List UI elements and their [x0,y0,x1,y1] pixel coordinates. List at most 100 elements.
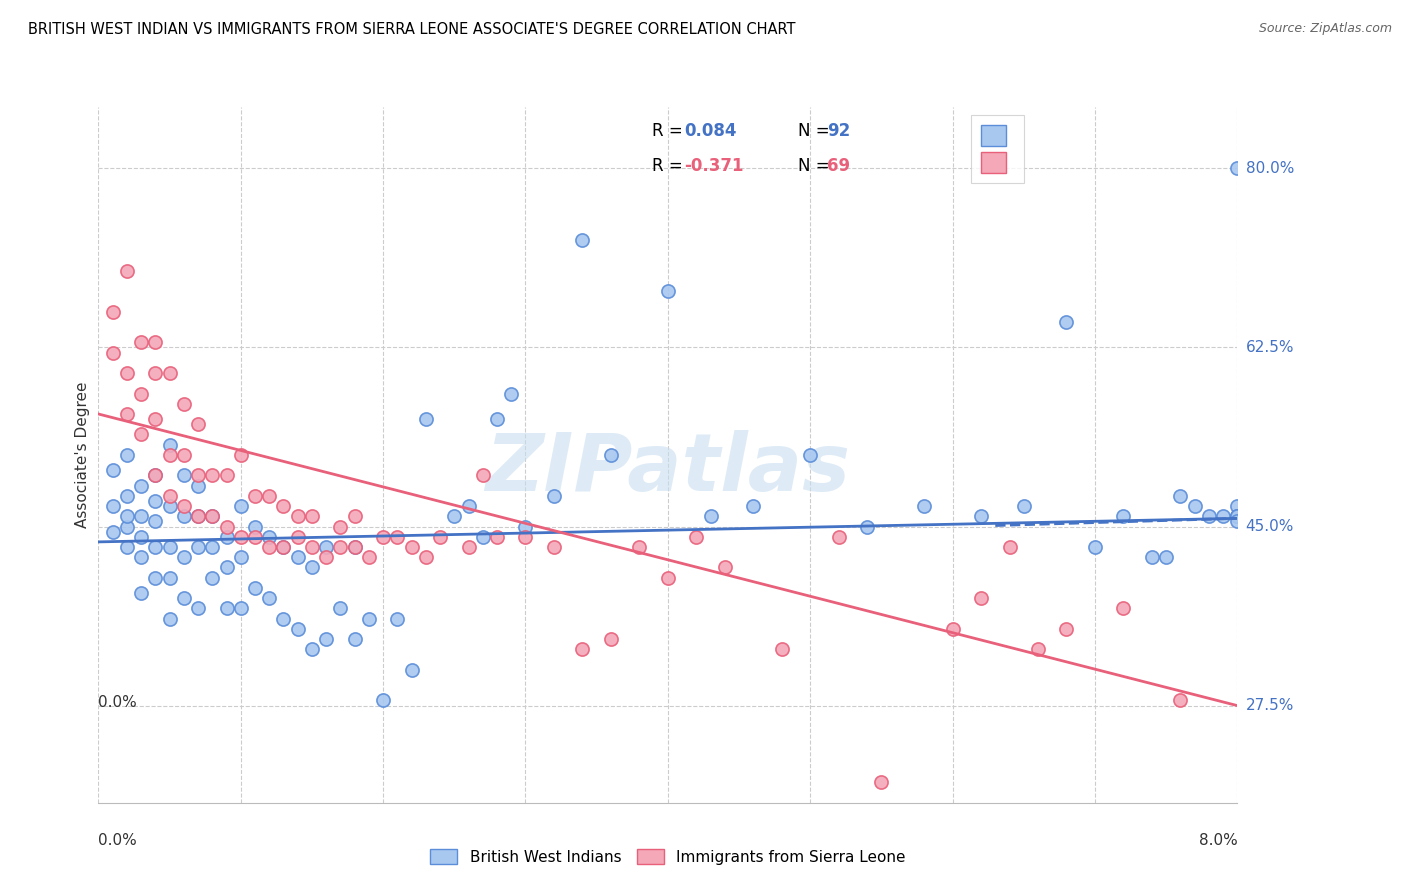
Point [571,233,593,247]
Point [145,571,167,585]
Text: Source: ZipAtlas.com: Source: ZipAtlas.com [1258,22,1392,36]
Point [259,591,281,606]
Point [315,540,337,554]
Point [1198,509,1220,524]
Point [201,468,224,483]
Point [187,468,209,483]
Point [343,632,366,646]
Point [685,530,707,544]
Point [600,448,623,462]
Point [145,468,167,483]
Point [273,540,295,554]
Point [115,540,138,554]
Point [799,448,821,462]
Text: BRITISH WEST INDIAN VS IMMIGRANTS FROM SIERRA LEONE ASSOCIATE'S DEGREE CORRELATI: BRITISH WEST INDIAN VS IMMIGRANTS FROM S… [28,22,796,37]
Point [387,530,409,544]
Point [287,509,309,524]
Point [970,591,993,606]
Point [970,509,993,524]
Point [543,540,565,554]
Point [129,586,152,600]
Point [201,571,224,585]
Point [187,601,209,615]
Point [101,524,124,539]
Point [1170,693,1192,707]
Point [471,468,494,483]
Point [1212,509,1234,524]
Point [145,412,167,426]
Text: 80.0%: 80.0% [1246,161,1294,176]
Point [259,489,281,503]
Point [243,489,266,503]
Text: 92: 92 [827,122,851,140]
Point [912,499,935,513]
Point [301,642,323,657]
Point [742,499,765,513]
Point [273,612,295,626]
Text: N =: N = [797,122,835,140]
Text: R =: R = [652,157,688,175]
Point [543,489,565,503]
Point [129,509,152,524]
Point [515,519,537,533]
Text: 27.5%: 27.5% [1246,698,1294,713]
Point [129,530,152,544]
Text: 62.5%: 62.5% [1246,340,1294,355]
Point [159,612,181,626]
Point [657,284,679,298]
Point [229,550,252,565]
Point [1026,642,1049,657]
Point [457,540,479,554]
Point [129,478,152,492]
Point [1226,161,1249,176]
Point [357,550,380,565]
Point [357,612,380,626]
Text: 0.0%: 0.0% [98,833,138,848]
Point [329,601,352,615]
Point [187,478,209,492]
Point [101,499,124,513]
Point [259,530,281,544]
Point [229,448,252,462]
Point [159,366,181,380]
Point [259,540,281,554]
Point [301,509,323,524]
Point [187,509,209,524]
Text: 0.084: 0.084 [683,122,737,140]
Point [471,530,494,544]
Point [1226,509,1249,524]
Point [129,550,152,565]
Point [115,489,138,503]
Legend: British West Indians, Immigrants from Sierra Leone: British West Indians, Immigrants from Si… [430,849,905,864]
Point [215,519,238,533]
Point [145,540,167,554]
Point [415,550,437,565]
Point [998,540,1021,554]
Point [343,540,366,554]
Point [515,530,537,544]
Point [215,468,238,483]
Point [145,335,167,350]
Point [129,427,152,442]
Point [229,530,252,544]
Point [159,438,181,452]
Point [571,642,593,657]
Point [173,509,195,524]
Point [1112,509,1135,524]
Point [371,530,394,544]
Text: 45.0%: 45.0% [1246,519,1294,534]
Point [173,468,195,483]
Point [173,550,195,565]
Point [101,345,124,359]
Point [443,509,465,524]
Text: -0.371: -0.371 [683,157,744,175]
Point [243,519,266,533]
Point [273,540,295,554]
Point [301,540,323,554]
Point [457,499,479,513]
Point [129,386,152,401]
Point [1226,515,1249,529]
Point [415,412,437,426]
Point [828,530,851,544]
Point [329,540,352,554]
